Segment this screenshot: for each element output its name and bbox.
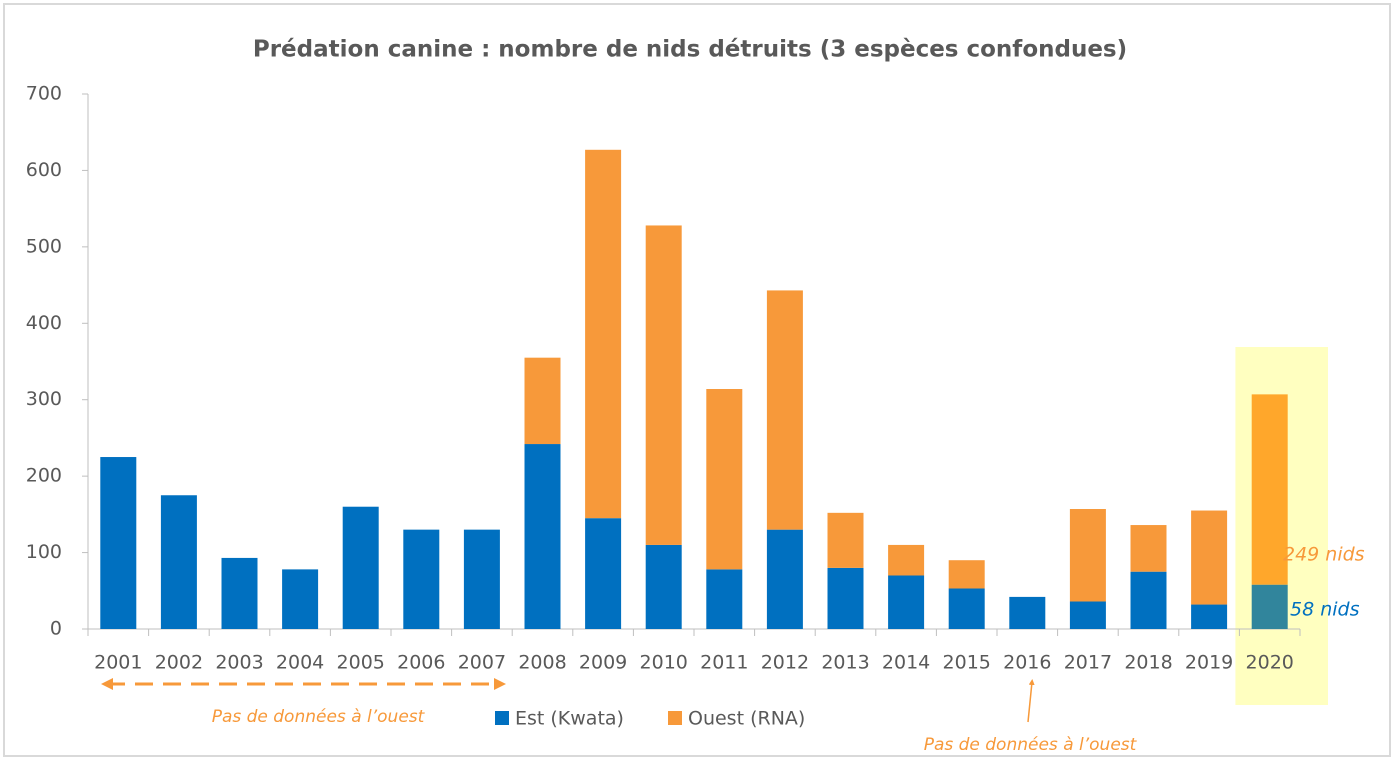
bar-segment xyxy=(221,557,258,629)
bar-segment xyxy=(766,290,803,530)
bar-segment xyxy=(282,569,319,629)
note-arrow xyxy=(1027,679,1035,723)
x-tick-label: 2012 xyxy=(761,652,809,674)
bar-segment xyxy=(1130,525,1167,572)
y-tick-label: 0 xyxy=(50,618,62,640)
bar-segment xyxy=(1130,571,1167,629)
bar-segment xyxy=(1069,509,1106,602)
bar-segment xyxy=(766,529,803,629)
bar-segment xyxy=(1009,596,1046,629)
chart-title: Prédation canine : nombre de nids détrui… xyxy=(253,37,1127,63)
value-annotation: 249 nids xyxy=(1283,544,1365,566)
legend-swatch xyxy=(668,711,682,725)
bar-segment xyxy=(524,444,561,629)
y-tick-label: 700 xyxy=(26,83,62,105)
bar-segment xyxy=(706,389,743,570)
x-tick-label: 2001 xyxy=(94,652,142,674)
bar-segment xyxy=(1069,601,1106,629)
bar-segment xyxy=(827,567,864,629)
legend-swatch xyxy=(495,711,509,725)
legend-label: Ouest (RNA) xyxy=(688,708,805,730)
y-tick-label: 400 xyxy=(26,312,62,334)
bar-segment xyxy=(645,544,682,629)
bar-segment xyxy=(524,357,561,445)
x-tick-label: 2006 xyxy=(397,652,445,674)
x-tick-label: 2005 xyxy=(337,652,385,674)
bar-segment xyxy=(403,529,440,629)
bar-segment xyxy=(1191,510,1228,605)
x-tick-label: 2011 xyxy=(700,652,748,674)
x-tick-label: 2002 xyxy=(155,652,203,674)
x-tick-label: 2003 xyxy=(215,652,263,674)
bar-segment xyxy=(463,529,500,629)
bar-segment xyxy=(100,457,137,629)
bar-segment xyxy=(948,588,985,629)
legend-label: Est (Kwata) xyxy=(515,708,624,730)
bar-segment xyxy=(585,149,622,519)
bar-segment xyxy=(585,518,622,629)
x-tick-label: 2010 xyxy=(640,652,688,674)
bar-segment xyxy=(948,560,985,589)
x-tick-label: 2007 xyxy=(458,652,506,674)
chart-border xyxy=(3,3,1391,757)
x-tick-label: 2016 xyxy=(1003,652,1051,674)
y-tick-label: 200 xyxy=(26,465,62,487)
note: Pas de données à l’ouest xyxy=(924,735,1138,755)
bar-segment xyxy=(342,506,379,629)
x-tick-label: 2019 xyxy=(1185,652,1233,674)
note: Pas de données à l’ouest xyxy=(212,707,426,727)
bar-segment xyxy=(160,495,197,629)
bar-segment xyxy=(1191,604,1228,629)
bar-segment xyxy=(645,225,682,545)
y-tick-label: 600 xyxy=(26,159,62,181)
x-tick-label: 2015 xyxy=(943,652,991,674)
bar-segment xyxy=(827,512,864,568)
bar-segment xyxy=(1251,394,1288,585)
x-tick-label: 2008 xyxy=(518,652,566,674)
x-tick-label: 2013 xyxy=(821,652,869,674)
y-tick-label: 300 xyxy=(26,388,62,410)
bar-segment xyxy=(706,569,743,629)
x-tick-label: 2009 xyxy=(579,652,627,674)
x-tick-label: 2014 xyxy=(882,652,930,674)
x-tick-label: 2017 xyxy=(1064,652,1112,674)
x-tick-label: 2020 xyxy=(1246,652,1294,674)
y-tick-label: 100 xyxy=(26,541,62,563)
value-annotation: 58 nids xyxy=(1290,599,1360,621)
bar-segment xyxy=(1251,584,1288,629)
y-tick-label: 500 xyxy=(26,235,62,257)
bar-segment xyxy=(888,544,925,576)
x-tick-label: 2018 xyxy=(1124,652,1172,674)
bar-segment xyxy=(888,575,925,629)
x-tick-label: 2004 xyxy=(276,652,324,674)
